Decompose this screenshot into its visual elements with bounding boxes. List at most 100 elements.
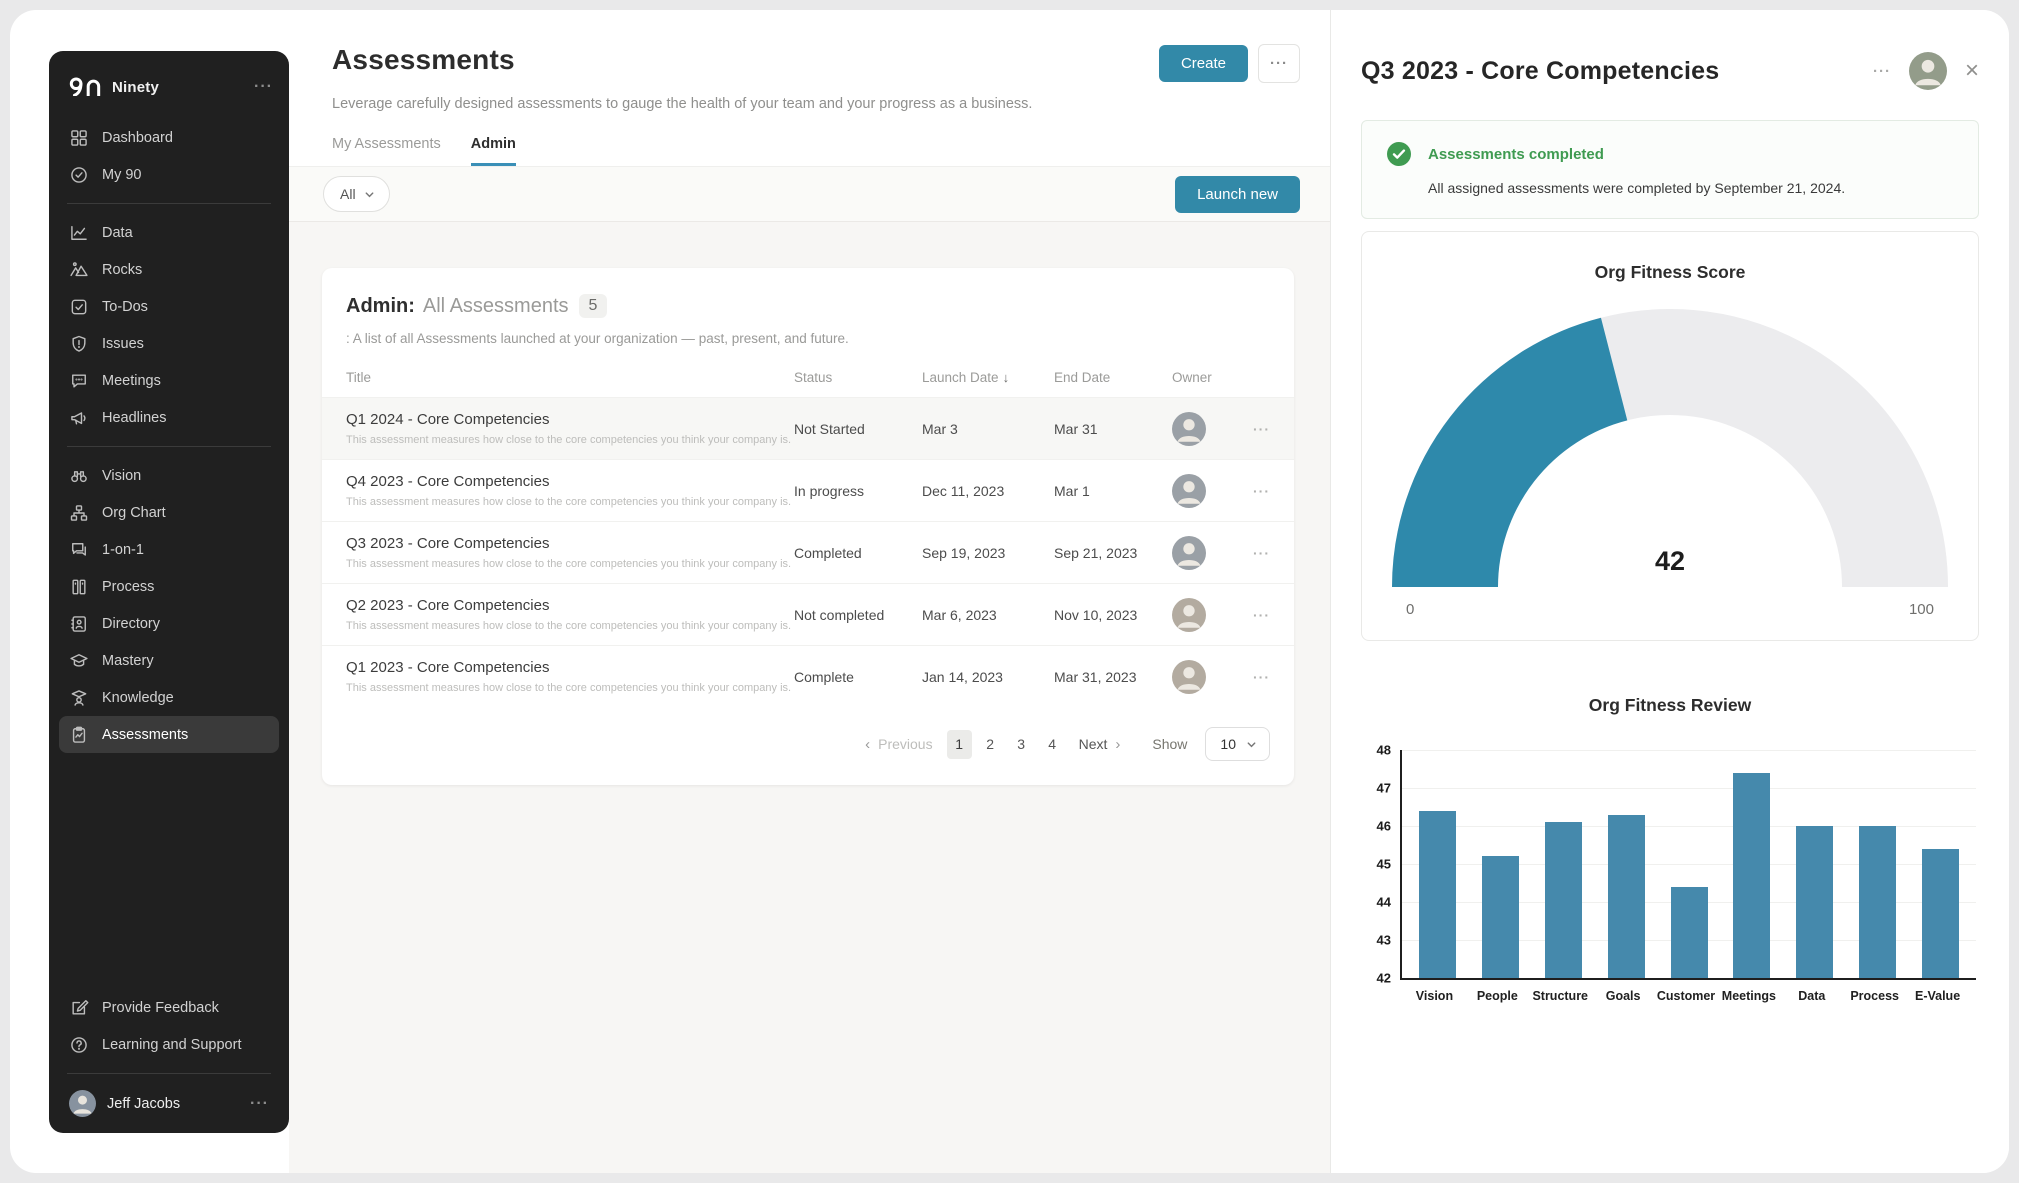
user-row[interactable]: Jeff Jacobs ··· [59, 1084, 279, 1117]
column-owner[interactable]: Owner [1172, 370, 1212, 385]
table-row[interactable]: Q1 2023 - Core Competencies This assessme… [322, 645, 1294, 707]
table-header: Title Status Launch Date ↓ End Date Owner [322, 354, 1294, 397]
main-content: Assessments Create ··· Leverage carefull… [289, 10, 1330, 1173]
page-size-select[interactable]: 10 [1205, 727, 1270, 761]
table-row[interactable]: Q2 2023 - Core Competencies This assessme… [322, 583, 1294, 645]
sidebar-item-label: Vision [102, 467, 142, 484]
page-button-3[interactable]: 3 [1017, 736, 1025, 752]
detail-menu-button[interactable]: ··· [1872, 62, 1891, 80]
owner-avatar[interactable] [1172, 535, 1206, 570]
row-launch-date: Jan 14, 2023 [922, 668, 1003, 685]
page-button-2[interactable]: 2 [986, 736, 994, 752]
chat-dots-icon [69, 371, 89, 391]
column-launch-date[interactable]: Launch Date ↓ [922, 370, 1010, 385]
detail-owner-avatar[interactable] [1908, 52, 1947, 90]
owner-avatar[interactable] [1172, 473, 1206, 508]
create-button[interactable]: Create [1158, 45, 1248, 82]
page-subtitle: Leverage carefully designed assessments … [332, 96, 1033, 112]
row-menu-button[interactable]: ··· [1253, 420, 1270, 437]
sidebar-item-meetings[interactable]: Meetings [59, 362, 279, 399]
org-fitness-bar-chart: 42 43 44 45 46 47 48 [1364, 743, 1976, 986]
filter-all-label: All [340, 186, 356, 202]
row-subtitle: This assessment measures how close to th… [346, 496, 792, 508]
gauge-min-label: 0 [1406, 601, 1415, 618]
sidebar-item-headlines[interactable]: Headlines [59, 399, 279, 436]
bar-structure [1544, 822, 1582, 978]
sidebar-item-directory[interactable]: Directory [59, 605, 279, 642]
sidebar-item-label: Knowledge [102, 689, 174, 706]
row-menu-button[interactable]: ··· [1253, 482, 1270, 499]
sidebar-item-label: Dashboard [102, 129, 173, 146]
launch-new-button[interactable]: Launch new [1175, 175, 1300, 213]
next-page-button[interactable]: Next › [1078, 735, 1121, 753]
sidebar-item-dashboard[interactable]: Dashboard [59, 119, 279, 156]
tab-admin[interactable]: Admin [470, 136, 516, 166]
check-circle-icon [1386, 141, 1412, 167]
bar-chart-x-labels: Vision People Structure Goals Customer Meetin… [1399, 989, 1973, 1003]
y-tick-label: 48 [1376, 742, 1391, 758]
x-tick-label: Customer [1656, 989, 1716, 1003]
sidebar-item-learning-and-support[interactable]: Learning and Support [59, 1026, 279, 1063]
sidebar-item-data[interactable]: Data [59, 214, 279, 251]
user-name: Jeff Jacobs [107, 1095, 181, 1112]
row-subtitle: This assessment measures how close to th… [346, 434, 792, 446]
table-row[interactable]: Q1 2024 - Core Competencies This assessme… [322, 397, 1294, 459]
sidebar-divider [67, 1073, 271, 1074]
sidebar-item-1-on-1[interactable]: 1-on-1 [59, 531, 279, 568]
row-status: Completed [794, 544, 862, 561]
sidebar-item-label: To-Dos [102, 298, 148, 315]
sidebar-item-label: Meetings [102, 372, 161, 389]
close-icon[interactable]: × [1964, 57, 1979, 84]
owner-avatar[interactable] [1172, 597, 1206, 632]
main-header: Assessments Create ··· Leverage carefull… [289, 10, 1330, 166]
row-status: In progress [794, 482, 865, 499]
sidebar-item-vision[interactable]: Vision [59, 457, 279, 494]
sidebar-item-assessments[interactable]: Assessments [59, 716, 279, 753]
row-status: Not completed [794, 606, 885, 623]
row-launch-date: Mar 3 [922, 420, 958, 437]
owner-avatar[interactable] [1172, 411, 1206, 446]
column-title[interactable]: Title [346, 370, 372, 385]
tab-my-assessments[interactable]: My Assessments [332, 136, 441, 152]
sidebar-item-process[interactable]: Process [59, 568, 279, 605]
pencil-square-icon [69, 998, 89, 1018]
y-tick-label: 44 [1376, 894, 1391, 910]
row-menu-button[interactable]: ··· [1253, 668, 1270, 685]
row-menu-button[interactable]: ··· [1253, 544, 1270, 561]
sidebar-item-issues[interactable]: Issues [59, 325, 279, 362]
table-row[interactable]: Q3 2023 - Core Competencies This assessme… [322, 521, 1294, 583]
tab-bar: My Assessments Admin [332, 136, 1300, 166]
filter-all-dropdown[interactable]: All [323, 176, 390, 212]
header-more-button[interactable]: ··· [1258, 44, 1300, 83]
ninety-logo-icon [69, 76, 101, 98]
row-end-date: Sep 21, 2023 [1054, 544, 1138, 561]
user-menu-button[interactable]: ··· [250, 1094, 269, 1112]
row-launch-date: Sep 19, 2023 [922, 544, 1006, 561]
page-button-1[interactable]: 1 [946, 729, 972, 759]
row-menu-button[interactable]: ··· [1253, 606, 1270, 623]
page-title: Assessments [332, 44, 515, 75]
column-status[interactable]: Status [794, 370, 833, 385]
x-tick-label: Structure [1532, 989, 1589, 1003]
binoculars-icon [69, 466, 89, 486]
app-window: Ninety ··· Dashboard My 90 Data Rocks To-Dos… [10, 10, 2009, 1173]
sidebar-item-label: 1-on-1 [102, 541, 144, 558]
sidebar-item-to-dos[interactable]: To-Dos [59, 288, 279, 325]
sidebar-item-knowledge[interactable]: Knowledge [59, 679, 279, 716]
previous-page-button[interactable]: ‹ Previous [865, 735, 933, 753]
x-tick-label: Process [1850, 989, 1899, 1003]
table-row[interactable]: Q4 2023 - Core Competencies This assessme… [322, 459, 1294, 521]
banner-title: Assessments completed [1428, 145, 1604, 163]
table-body: Q1 2024 - Core Competencies This assessme… [322, 397, 1294, 707]
sidebar-item-provide-feedback[interactable]: Provide Feedback [59, 989, 279, 1026]
owner-avatar[interactable] [1172, 659, 1206, 694]
column-end-date[interactable]: End Date [1054, 370, 1111, 385]
page-button-4[interactable]: 4 [1048, 736, 1056, 752]
sidebar-menu-button[interactable]: ··· [254, 78, 273, 95]
assessments-card: Admin: All Assessments 5 : A list of all… [322, 268, 1294, 785]
sidebar-item-my-90[interactable]: My 90 [59, 156, 279, 193]
row-end-date: Mar 31 [1054, 420, 1098, 437]
sidebar-item-org-chart[interactable]: Org Chart [59, 494, 279, 531]
sidebar-item-rocks[interactable]: Rocks [59, 251, 279, 288]
sidebar-item-mastery[interactable]: Mastery [59, 642, 279, 679]
